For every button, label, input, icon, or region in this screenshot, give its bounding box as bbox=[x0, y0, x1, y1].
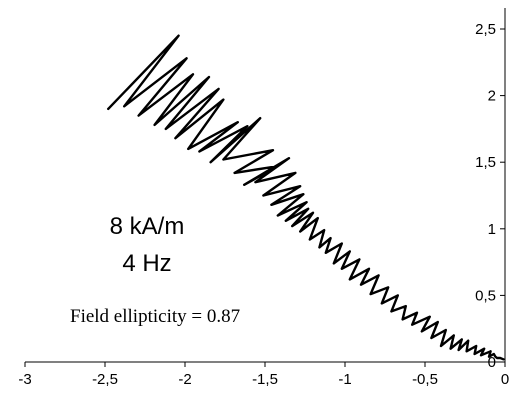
y-tick-label: 2,5 bbox=[475, 21, 496, 38]
x-tick-label: -3 bbox=[18, 371, 31, 388]
x-tick-label: -2,5 bbox=[92, 371, 118, 388]
y-tick-label: 0 bbox=[488, 354, 496, 371]
y-tick-label: 2 bbox=[488, 88, 496, 105]
y-tick-label: 0,5 bbox=[475, 287, 496, 304]
x-tick-label: -1,5 bbox=[252, 371, 278, 388]
x-tick-label: -1 bbox=[338, 371, 351, 388]
y-tick-label: 1 bbox=[488, 221, 496, 238]
annotation-ellipticity: Field ellipticity = 0.87 bbox=[70, 306, 240, 327]
annotation-frequency: 4 Hz bbox=[122, 250, 171, 277]
series-line-0 bbox=[106, 34, 505, 361]
x-tick-label: 0 bbox=[501, 371, 509, 388]
plot-area bbox=[106, 34, 505, 361]
ticks: -3 -2,5 -2 -1,5 -1 -0,5 00 0,5 1 1,5 2 2,5 bbox=[18, 21, 509, 388]
y-tick-label: 1,5 bbox=[475, 154, 496, 171]
x-tick-label: -0,5 bbox=[412, 371, 438, 388]
x-tick-label: -2 bbox=[178, 371, 191, 388]
annotation-field: 8 kA/m bbox=[110, 213, 185, 240]
